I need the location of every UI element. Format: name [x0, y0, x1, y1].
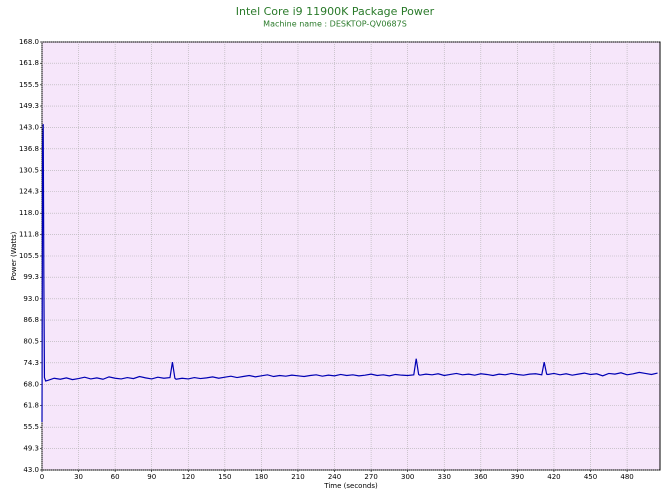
x-tick-label: 330 [438, 473, 451, 481]
x-tick-label: 360 [474, 473, 487, 481]
x-tick-label: 420 [547, 473, 560, 481]
y-tick-label: 43.0 [23, 466, 39, 474]
y-tick-label: 118.0 [19, 209, 39, 217]
y-tick-label: 130.5 [19, 166, 39, 174]
x-tick-label: 180 [255, 473, 268, 481]
x-tick-label: 270 [364, 473, 377, 481]
y-tick-label: 93.0 [23, 295, 39, 303]
x-tick-label: 390 [511, 473, 524, 481]
x-tick-label: 60 [111, 473, 120, 481]
x-tick-label: 300 [401, 473, 414, 481]
x-tick-label: 0 [40, 473, 44, 481]
y-tick-label: 68.0 [23, 380, 39, 388]
y-tick-label: 155.5 [19, 81, 39, 89]
y-tick-label: 124.3 [19, 188, 39, 196]
x-axis-label: Time (seconds) [323, 482, 378, 490]
y-axis-label: Power (Watts) [10, 231, 18, 280]
x-tick-label: 450 [584, 473, 597, 481]
y-tick-label: 74.3 [23, 359, 39, 367]
y-tick-label: 99.3 [23, 273, 39, 281]
x-tick-label: 90 [147, 473, 156, 481]
y-tick-label: 149.3 [19, 102, 39, 110]
y-tick-label: 61.8 [23, 402, 39, 410]
x-tick-label: 30 [74, 473, 83, 481]
data-line [41, 124, 658, 423]
y-tick-label: 136.8 [19, 145, 39, 153]
y-tick-label: 143.0 [19, 124, 39, 132]
y-tick-label: 86.8 [23, 316, 39, 324]
chart-subtitle: Machine name : DESKTOP-QV0687S [263, 20, 407, 29]
y-tick-label: 49.3 [23, 444, 39, 452]
chart-title: Intel Core i9 11900K Package Power [236, 5, 435, 18]
x-tick-label: 210 [291, 473, 304, 481]
x-tick-label: 240 [328, 473, 341, 481]
y-tick-label: 111.8 [19, 230, 39, 238]
y-tick-label: 161.8 [19, 59, 39, 67]
y-tick-label: 55.5 [23, 423, 39, 431]
y-tick-label: 168.0 [19, 38, 39, 46]
x-tick-label: 120 [182, 473, 195, 481]
y-tick-label: 105.5 [19, 252, 39, 260]
y-tick-label: 80.5 [23, 338, 39, 346]
x-tick-label: 150 [218, 473, 231, 481]
x-tick-label: 480 [620, 473, 633, 481]
